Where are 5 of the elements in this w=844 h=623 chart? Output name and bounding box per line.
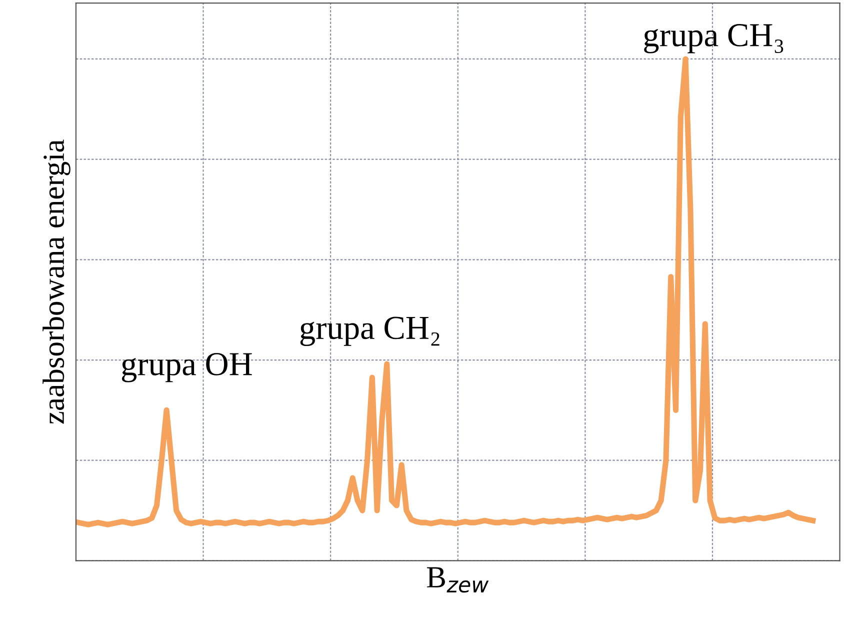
y-axis-title: zaabsorbowana energia — [42, 140, 70, 424]
x-axis-title: B$_{zew}$ — [426, 567, 489, 593]
annotation: grupa CH₂ — [300, 316, 440, 346]
text: grupa CH₃ — [644, 24, 784, 54]
annotation: grupa OH — [122, 353, 252, 382]
